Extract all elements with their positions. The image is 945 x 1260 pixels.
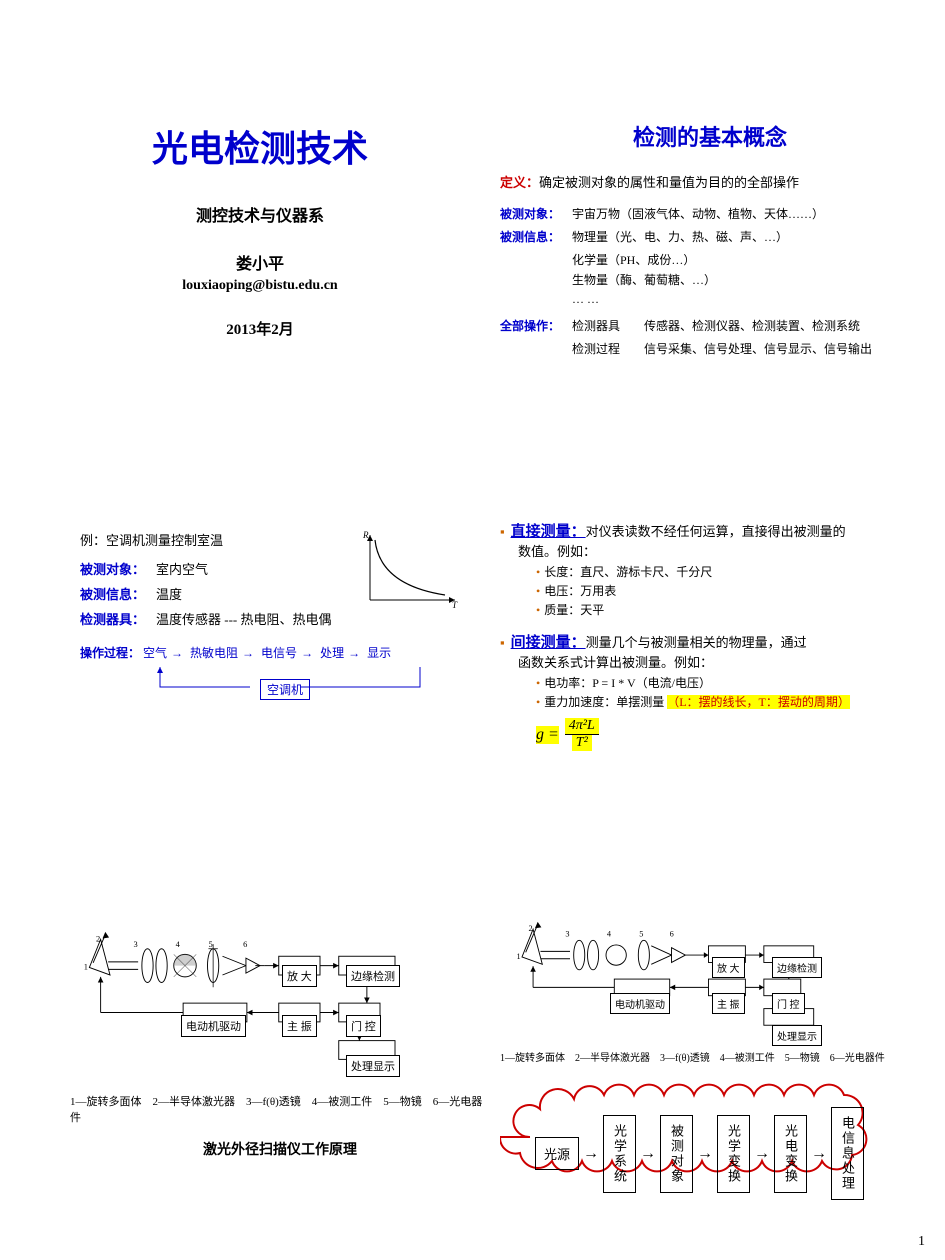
svg-text:R: R <box>362 530 369 540</box>
def-label: 定义： <box>500 175 539 190</box>
slide-example: R T 例：空调机测量控制室温 被测对象：室内空气 被测信息：温度 检测器具：温… <box>80 530 480 830</box>
arrow-icon: → <box>640 1145 656 1163</box>
feedback-label: 空调机 <box>260 679 310 700</box>
signal-chain-cloud: 光源 → 光学系统 → 被测对象 → 光学变换 → 光电变换 → 电信息处理 <box>500 1072 920 1202</box>
svg-text:6: 6 <box>670 930 674 939</box>
info-sub3: 生物量（酶、葡萄糖、…） <box>572 271 920 290</box>
svg-text:3: 3 <box>565 930 569 939</box>
box-gate: 门 控 <box>346 1015 381 1037</box>
slide-measurement-types: ▪直接测量：对仪表读数不经任何运算，直接得出被测量的 数值。例如： •长度：直尺… <box>500 520 920 820</box>
chain-target: 被测对象 <box>660 1115 693 1193</box>
svg-text:1: 1 <box>84 961 88 971</box>
row-op: 全部操作： 检测器具 传感器、检测仪器、检测装置、检测系统 <box>500 317 920 336</box>
info-sub4: … … <box>572 290 920 309</box>
gravity-formula: g = 4π²L T² <box>536 718 920 751</box>
svg-text:T: T <box>452 600 458 610</box>
signal-chain: 光源 → 光学系统 → 被测对象 → 光学变换 → 光电变换 → 电信息处理 <box>535 1107 864 1200</box>
main-title: 光电检测技术 <box>60 120 460 172</box>
concepts-title: 检测的基本概念 <box>500 120 920 152</box>
slide-title: 光电检测技术 测控技术与仪器系 娄小平 louxiaoping@bistu.ed… <box>60 120 460 420</box>
chain-photoelectric: 光电变换 <box>774 1115 807 1193</box>
definition: 定义：确定被测对象的属性和量值为目的的全部操作 <box>500 172 920 191</box>
ex-tool: 检测器具：温度传感器 --- 热电阻、热电偶 <box>80 609 480 628</box>
chain-optics: 光学系统 <box>603 1115 636 1193</box>
page-number: 1 <box>918 1234 925 1250</box>
svg-text:5: 5 <box>639 930 643 939</box>
arrow-icon: → <box>754 1145 770 1163</box>
scanner-legend-2: 1—旋转多面体 2—半导体激光器 3—f(θ)透镜 4—被测工件 5—物镜 6—… <box>500 1049 930 1064</box>
svg-text:3: 3 <box>133 939 137 949</box>
chain-source: 光源 <box>535 1137 579 1170</box>
box-amp: 放 大 <box>282 965 317 987</box>
slide-concepts: 检测的基本概念 定义：确定被测对象的属性和量值为目的的全部操作 被测对象： 宇宙… <box>500 120 920 420</box>
scanner-diagram-2: 1 2 3 4 5 6 <box>500 920 880 1040</box>
date: 2013年2月 <box>60 318 460 339</box>
row-info: 被测信息： 物理量（光、电、力、热、磁、声、…） <box>500 228 920 247</box>
slide-scanner-principle: 1 2 3 4 5 6 <box>70 930 490 1230</box>
scanner-caption: 激光外径扫描仪工作原理 <box>70 1139 490 1159</box>
chain-processing: 电信息处理 <box>831 1107 864 1200</box>
box-motor: 电动机驱动 <box>181 1015 246 1037</box>
arrow-icon: → <box>697 1145 713 1163</box>
direct-measure: ▪直接测量：对仪表读数不经任何运算，直接得出被测量的 数值。例如： •长度：直尺… <box>500 520 920 621</box>
arrow-icon: → <box>811 1145 827 1163</box>
email: louxiaoping@bistu.edu.cn <box>60 278 460 294</box>
def-text: 确定被测对象的属性和量值为目的的全部操作 <box>539 175 799 190</box>
svg-text:4: 4 <box>607 930 612 939</box>
box-edge: 边缘检测 <box>346 965 400 987</box>
row-object: 被测对象： 宇宙万物（固液气体、动物、植物、天体……） <box>500 205 920 224</box>
box-osc: 主 振 <box>282 1015 317 1037</box>
svg-text:1: 1 <box>516 952 520 961</box>
box-disp: 处理显示 <box>346 1055 400 1077</box>
svg-text:5: 5 <box>208 939 212 949</box>
svg-text:4: 4 <box>176 939 181 949</box>
feedback-loop: 空调机 <box>80 667 480 707</box>
indirect-measure: ▪间接测量：测量几个与被测量相关的物理量，通过 函数关系式计算出被测量。例如： … <box>500 631 920 751</box>
rt-curve-graph: R T <box>360 530 460 610</box>
slide-scanner-chain: 1 2 3 4 5 6 <box>500 920 930 1220</box>
scanner-legend: 1—旋转多面体 2—半导体激光器 3—f(θ)透镜 4—被测工件 5—物镜 6—… <box>70 1093 490 1125</box>
arrow-icon: → <box>583 1145 599 1163</box>
op-sub2: 检测过程 信号采集、信号处理、信号显示、信号输出 <box>572 340 920 359</box>
ex-flow: 操作过程： 空气→ 热敏电阻→ 电信号→ 处理→ 显示 <box>80 644 480 661</box>
info-sub2: 化学量（PH、成份…） <box>572 251 920 270</box>
chain-opt-transform: 光学变换 <box>717 1115 750 1193</box>
svg-text:6: 6 <box>243 939 247 949</box>
department: 测控技术与仪器系 <box>60 202 460 226</box>
author: 娄小平 <box>60 250 460 274</box>
